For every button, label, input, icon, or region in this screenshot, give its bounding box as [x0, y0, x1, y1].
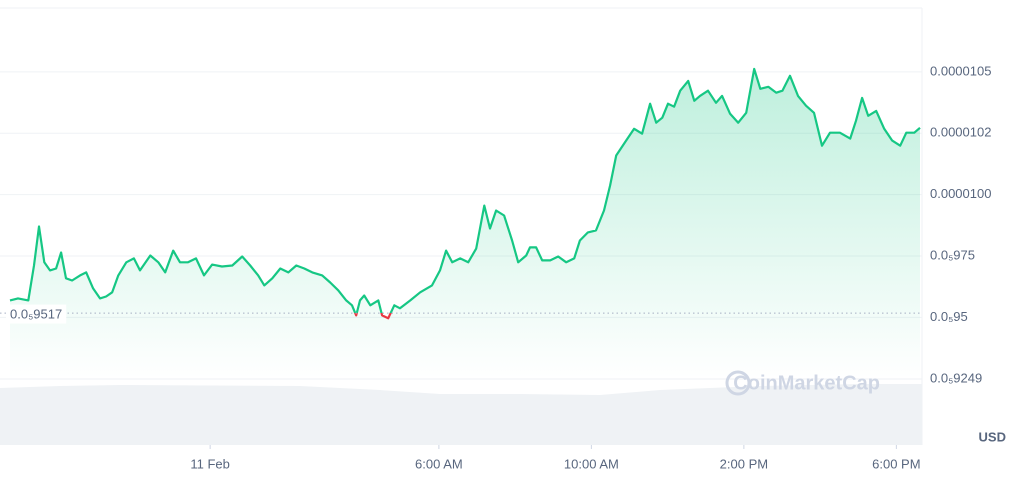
baseline-label-bg: [6, 304, 67, 324]
currency-label: USD: [979, 429, 1006, 444]
x-tick-label: 2:00 PM: [720, 456, 768, 471]
price-line: [9, 67, 921, 320]
x-tick-label: 11 Feb: [190, 456, 230, 471]
x-tick-label: 10:00 AM: [564, 456, 619, 471]
baseline-label: 0.0₅9517: [10, 307, 62, 322]
x-tick-label: 6:00 AM: [415, 456, 463, 471]
watermark-logo: [725, 370, 751, 396]
y-tick-label: 0.0₅975: [930, 247, 975, 262]
plot: 0.0000105 0.0000102 0.0000100 0.0₅975 0.0₅95…: [0, 63, 991, 471]
y-tick-label: 0.0₅95: [930, 309, 968, 324]
price-area: [10, 68, 920, 379]
volume-area: [0, 384, 922, 445]
x-tick-label: 6:00 PM: [872, 456, 920, 471]
y-tick-label: 0.0₅9249: [930, 370, 982, 385]
y-tick-label: 0.0000105: [930, 63, 991, 78]
watermark: CoinMarketCap: [733, 372, 880, 394]
y-tick-label: 0.0000100: [930, 186, 991, 201]
y-tick-label: 0.0000102: [930, 125, 991, 140]
